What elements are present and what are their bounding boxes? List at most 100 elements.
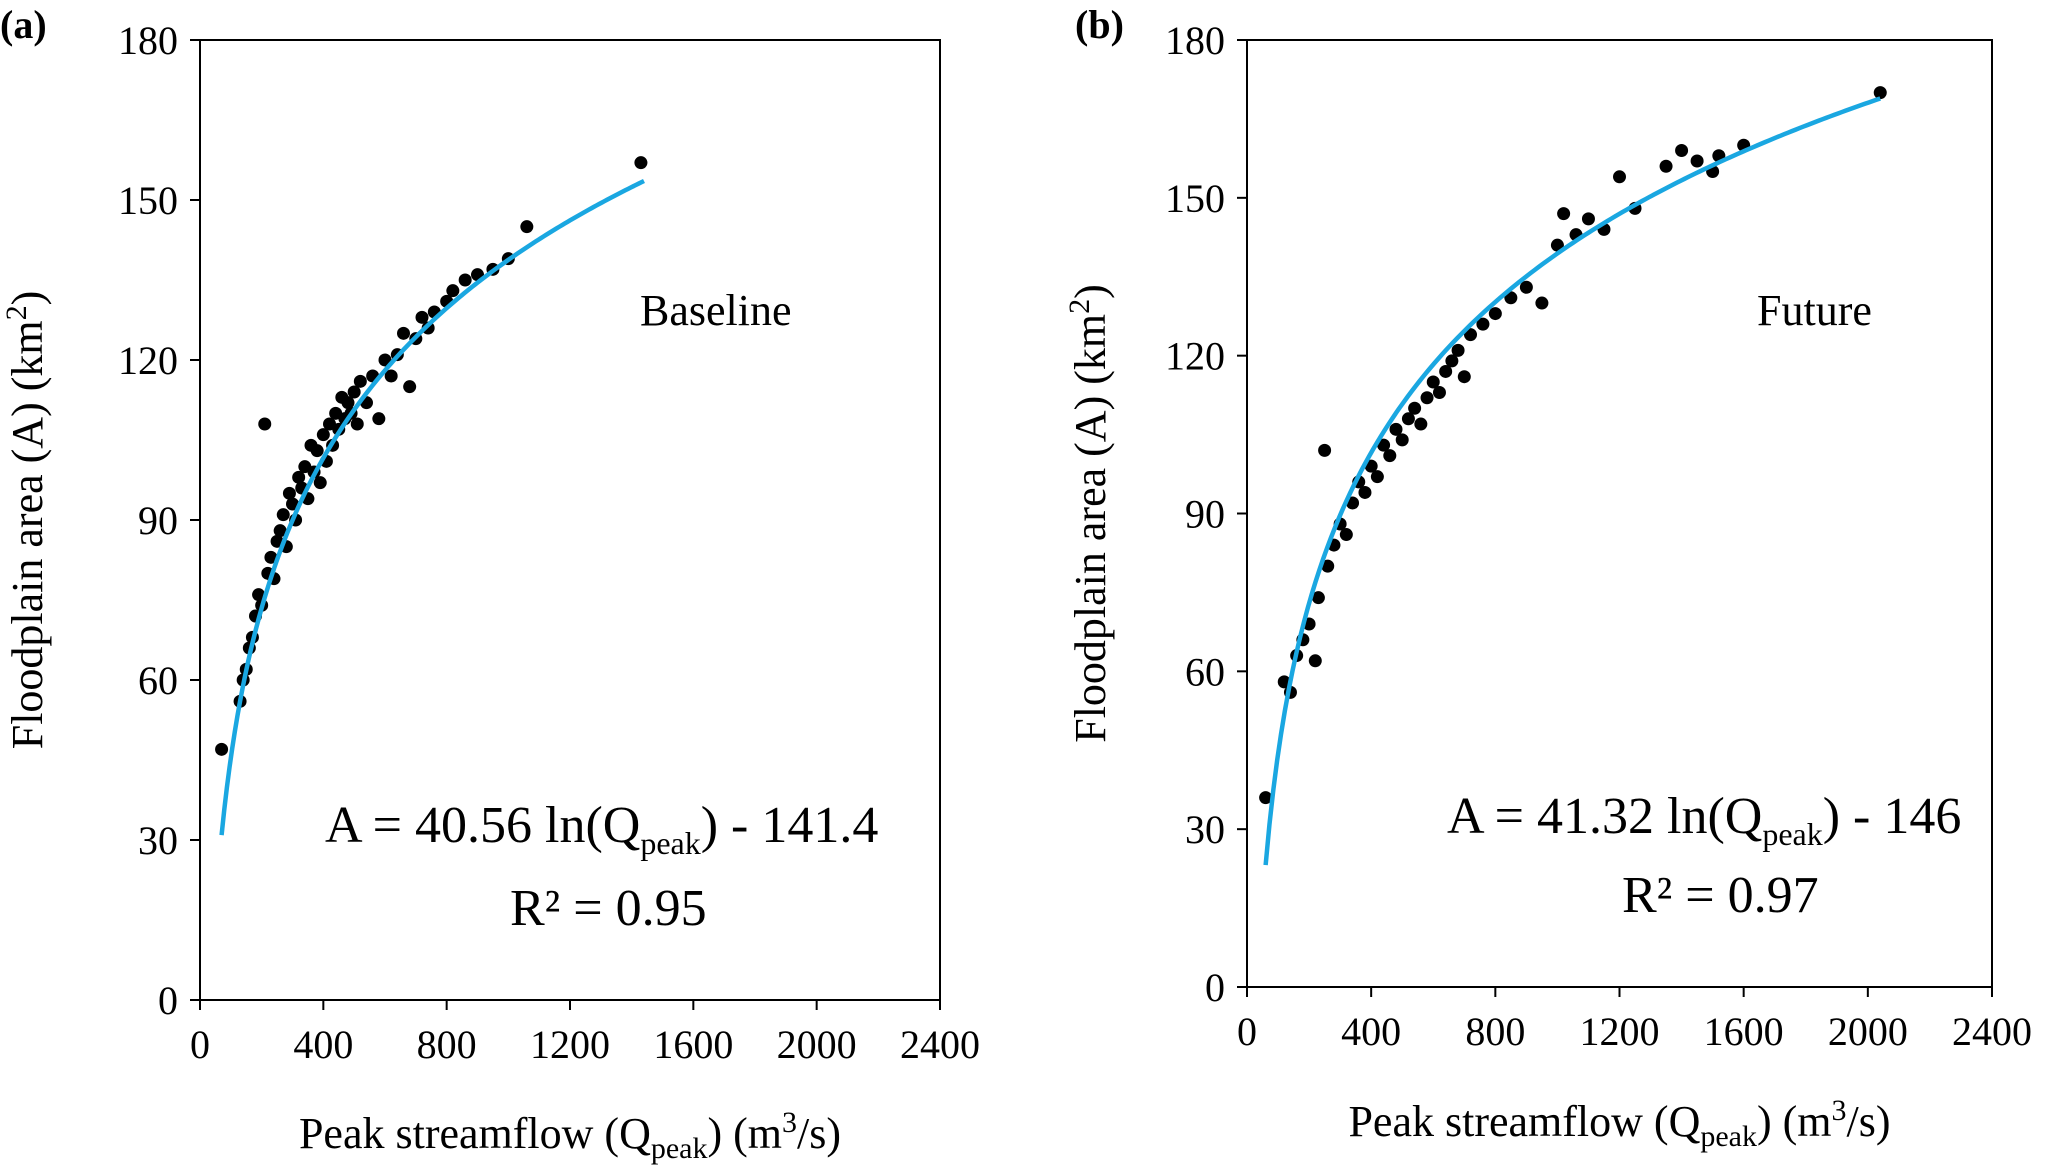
fit-curve xyxy=(219,178,645,836)
y-tick-label: 120 xyxy=(1165,334,1225,379)
data-point xyxy=(341,396,355,410)
y-tick-label: 30 xyxy=(138,818,178,863)
data-point xyxy=(286,497,299,511)
r-squared: R² = 0.97 xyxy=(1622,867,1819,924)
data-point xyxy=(1557,207,1571,221)
series-label: Future xyxy=(1757,286,1872,335)
data-point xyxy=(1311,591,1325,605)
data-point xyxy=(1321,559,1335,573)
data-point xyxy=(282,486,296,500)
data-point xyxy=(1550,238,1564,252)
y-tick-label: 180 xyxy=(118,18,178,63)
data-point xyxy=(215,742,229,756)
y-tick-label: 90 xyxy=(1185,492,1225,537)
data-point xyxy=(372,412,386,426)
data-point xyxy=(1535,296,1549,310)
data-point xyxy=(347,385,361,399)
data-point xyxy=(1395,433,1409,447)
x-tick-label: 2400 xyxy=(1952,1009,2032,1054)
series-label: Baseline xyxy=(640,286,792,335)
data-point xyxy=(1519,280,1533,294)
data-point xyxy=(1873,86,1887,100)
y-tick-label: 90 xyxy=(138,498,178,543)
data-point xyxy=(384,369,398,383)
data-point xyxy=(1370,470,1384,484)
y-tick-label: 180 xyxy=(1165,18,1225,63)
data-point xyxy=(1389,422,1403,436)
data-point xyxy=(316,428,330,442)
plot-frame xyxy=(199,39,941,1001)
data-point xyxy=(1318,443,1332,457)
data-point xyxy=(310,444,324,458)
data-point xyxy=(520,220,534,234)
x-tick-label: 400 xyxy=(1341,1009,1401,1054)
data-point xyxy=(446,284,460,298)
y-tick-label: 120 xyxy=(118,338,178,383)
panel-b: (b) 0 30 60 90 120 150 180 0 400 800 1200 1600 2000 24… xyxy=(1063,2,2032,1153)
y-axis-title: Floodplain area (A) (km2) xyxy=(0,291,52,750)
fit-equation: A = 40.56 ln(Qpeak) - 141.4 xyxy=(325,797,878,861)
fit-equation: A = 41.32 ln(Qpeak) - 146 xyxy=(1447,788,1961,852)
y-tick-label: 150 xyxy=(1165,176,1225,221)
x-tick-label: 400 xyxy=(293,1022,353,1067)
data-point xyxy=(1339,528,1353,542)
data-point xyxy=(252,588,266,602)
data-point xyxy=(1504,291,1518,305)
data-point xyxy=(1488,307,1502,321)
data-point xyxy=(353,374,367,388)
data-point xyxy=(1659,159,1673,173)
fit-curve xyxy=(1263,96,1881,866)
data-point xyxy=(1581,212,1595,226)
x-tick-label: 800 xyxy=(417,1022,477,1067)
x-tick-label: 1200 xyxy=(1580,1009,1660,1054)
y-tick-label: 60 xyxy=(1185,649,1225,694)
data-point xyxy=(1414,417,1428,431)
x-tick-label: 800 xyxy=(1465,1009,1525,1054)
data-point xyxy=(397,326,410,340)
x-tick-label: 0 xyxy=(1237,1009,1257,1054)
data-point xyxy=(1451,343,1465,357)
x-axis-title: Peak streamflow (Qpeak) (m3/s) xyxy=(1348,1094,1890,1153)
data-point xyxy=(634,156,648,170)
data-point xyxy=(258,417,272,431)
x-tick-label: 2000 xyxy=(777,1022,857,1067)
data-point xyxy=(1445,354,1459,368)
data-point xyxy=(350,417,364,431)
y-tick-label: 0 xyxy=(158,978,178,1023)
data-point xyxy=(1690,154,1704,168)
data-point xyxy=(1439,364,1453,378)
data-point xyxy=(273,524,287,538)
panel-a: (a) 0 30 60 90 120 150 180 0 400 800 1200 1600 2000 24… xyxy=(0,2,980,1165)
data-point xyxy=(276,508,290,522)
panel-label: (a) xyxy=(0,2,47,47)
data-point xyxy=(1432,385,1446,399)
data-point xyxy=(313,476,327,490)
x-tick-label: 1600 xyxy=(1704,1009,1784,1054)
data-point xyxy=(264,550,278,564)
data-point xyxy=(1377,438,1391,452)
data-point xyxy=(1464,328,1477,342)
data-point xyxy=(1675,143,1689,157)
panel-label: (b) xyxy=(1075,2,1124,47)
data-point xyxy=(1420,391,1434,405)
data-point xyxy=(1476,317,1490,331)
x-tick-label: 0 xyxy=(190,1022,210,1067)
data-point xyxy=(1408,401,1422,415)
data-point xyxy=(415,310,429,324)
data-point xyxy=(1358,485,1372,499)
x-tick-label: 2000 xyxy=(1828,1009,1908,1054)
data-point xyxy=(1383,449,1397,463)
r-squared: R² = 0.95 xyxy=(510,880,707,937)
x-tick-label: 2400 xyxy=(900,1022,980,1067)
data-point xyxy=(292,470,306,484)
data-point xyxy=(458,273,472,287)
y-axis-title: Floodplain area (A) (km2) xyxy=(1063,284,1115,743)
y-tick-label: 60 xyxy=(138,658,178,703)
y-tick-label: 150 xyxy=(118,178,178,223)
data-point xyxy=(1426,375,1440,389)
x-tick-label: 1600 xyxy=(653,1022,733,1067)
data-point xyxy=(1259,791,1273,805)
x-tick-label: 1200 xyxy=(530,1022,610,1067)
data-point xyxy=(1308,654,1322,668)
